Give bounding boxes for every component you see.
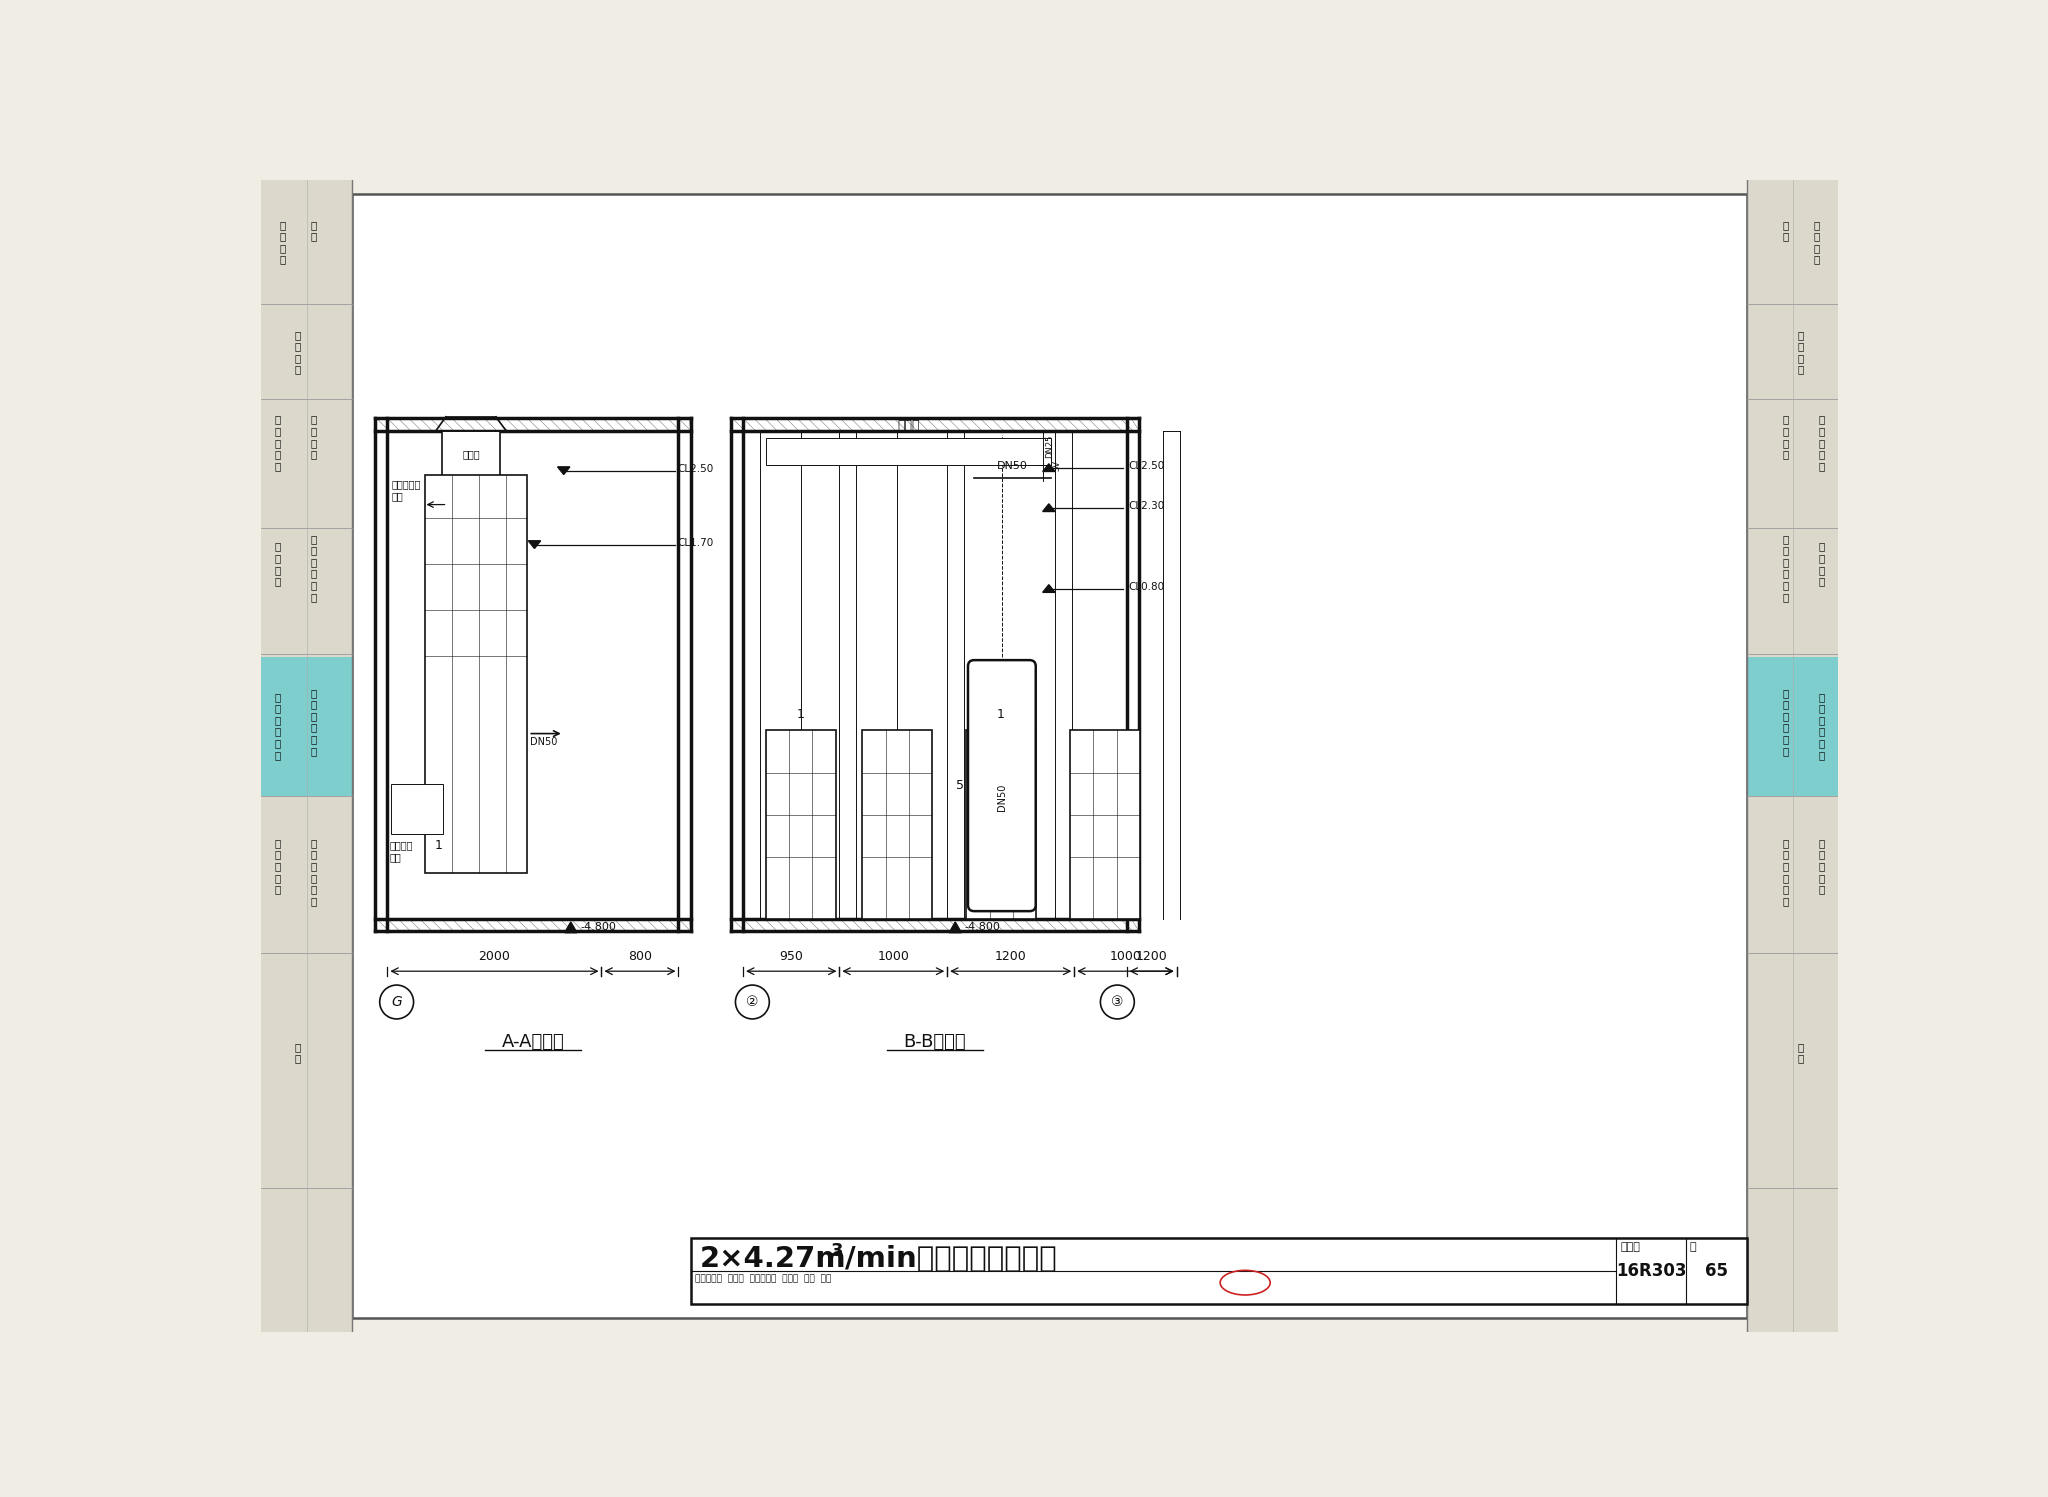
Bar — [262, 180, 352, 1332]
Text: 相
关
术
语: 相 关 术 语 — [1798, 329, 1804, 374]
Text: 2×4.27m: 2×4.27m — [700, 1244, 846, 1272]
Text: DN50: DN50 — [997, 461, 1028, 470]
Text: 医
用
气
体
设
计: 医 用 气 体 设 计 — [311, 838, 317, 906]
Polygon shape — [557, 467, 569, 475]
Bar — [967, 731, 1036, 919]
Bar — [1747, 180, 1839, 1332]
Text: 编
制
说
明: 编 制 说 明 — [281, 220, 287, 265]
Bar — [1071, 731, 1139, 919]
Text: 16R303: 16R303 — [1616, 1262, 1686, 1280]
Circle shape — [379, 985, 414, 1019]
Text: 页: 页 — [1690, 1243, 1696, 1251]
Text: 2000: 2000 — [479, 951, 510, 964]
Text: 未
端
应
用
示
例: 未 端 应 用 示 例 — [274, 692, 281, 759]
Text: 附
录: 附 录 — [1798, 1042, 1804, 1064]
Circle shape — [1100, 985, 1135, 1019]
Text: 3: 3 — [831, 1243, 844, 1260]
Text: 设
计
实
例: 设 计 实 例 — [1819, 542, 1825, 587]
Text: 编
制
说
明: 编 制 说 明 — [1812, 220, 1819, 265]
Text: 与
施
工
说
明: 与 施 工 说 明 — [274, 838, 281, 894]
Bar — [391, 784, 442, 834]
Text: 审核林向阳  井心可  校对袁白姝  鄢小涛  设计  任臻: 审核林向阳 井心可 校对袁白姝 鄢小涛 设计 任臻 — [694, 1274, 831, 1283]
Polygon shape — [948, 922, 961, 933]
Text: 冷却空气
进口: 冷却空气 进口 — [389, 840, 414, 862]
Text: 5: 5 — [956, 778, 965, 792]
Text: 65: 65 — [1704, 1262, 1729, 1280]
Bar — [766, 731, 836, 919]
Text: 医
用
气
体
设
计: 医 用 气 体 设 计 — [1782, 838, 1788, 906]
Bar — [426, 476, 526, 873]
Polygon shape — [528, 540, 541, 548]
Text: SV: SV — [1053, 460, 1061, 472]
Text: 800: 800 — [629, 951, 651, 964]
Text: 医
院
医
用
气
体: 医 院 医 用 气 体 — [1782, 687, 1788, 756]
Text: 1200: 1200 — [995, 951, 1026, 964]
Text: 设
计
技
术: 设 计 技 术 — [311, 415, 317, 460]
Text: 原
则
与
要
点: 原 则 与 要 点 — [1819, 415, 1825, 472]
Text: 医
院
医
用
气
体: 医 院 医 用 气 体 — [311, 687, 317, 756]
Polygon shape — [565, 922, 578, 933]
Text: 1: 1 — [434, 840, 442, 852]
Polygon shape — [1042, 504, 1055, 512]
Text: 排风口: 排风口 — [463, 449, 479, 458]
Text: 与
施
工
说
明: 与 施 工 说 明 — [1819, 838, 1825, 894]
Text: CL1.70: CL1.70 — [678, 537, 715, 548]
Text: 设
计
技
术: 设 计 技 术 — [1782, 415, 1788, 460]
Text: DN25: DN25 — [1044, 434, 1055, 458]
Text: 原
则
与
要
点: 原 则 与 要 点 — [274, 415, 281, 472]
Polygon shape — [1042, 464, 1055, 472]
Text: 干燥机空气
进口: 干燥机空气 进口 — [391, 479, 420, 501]
Bar — [862, 731, 932, 919]
Text: ③: ③ — [1112, 996, 1124, 1009]
FancyBboxPatch shape — [969, 660, 1036, 912]
Text: CL2.50: CL2.50 — [678, 464, 715, 475]
Text: CL2.50: CL2.50 — [1128, 461, 1165, 472]
Bar — [442, 431, 500, 478]
Text: 1: 1 — [997, 708, 1006, 722]
Text: 相
关
术
语: 相 关 术 语 — [295, 329, 301, 374]
Text: G: G — [391, 996, 401, 1009]
Text: 目
录: 目 录 — [311, 220, 317, 241]
Text: 950: 950 — [780, 951, 803, 964]
Text: 1: 1 — [797, 708, 805, 722]
Text: B-B剑面图: B-B剑面图 — [903, 1033, 967, 1051]
Bar — [1747, 657, 1839, 795]
Bar — [690, 1238, 1747, 1304]
Text: 设
计
实
例: 设 计 实 例 — [274, 542, 281, 587]
Text: 排风管: 排风管 — [897, 419, 920, 433]
Text: 附
录: 附 录 — [295, 1042, 301, 1064]
Text: 1000: 1000 — [877, 951, 909, 964]
Text: DN50: DN50 — [530, 738, 557, 747]
Text: 1200: 1200 — [1137, 951, 1167, 964]
Text: /min压缩空气站剖面图: /min压缩空气站剖面图 — [844, 1244, 1057, 1272]
Text: CL2.30: CL2.30 — [1128, 501, 1165, 510]
Text: -4.800: -4.800 — [580, 922, 616, 931]
Bar — [262, 657, 352, 795]
Bar — [352, 193, 1747, 1319]
Text: -4.800: -4.800 — [965, 922, 999, 931]
Text: 医
用
气
体
站
房: 医 用 气 体 站 房 — [311, 534, 317, 602]
Text: 1000: 1000 — [1110, 951, 1141, 964]
Text: CL0.80: CL0.80 — [1128, 582, 1163, 591]
Bar — [766, 439, 1051, 466]
Text: DN50: DN50 — [997, 783, 1008, 811]
Circle shape — [735, 985, 770, 1019]
Text: 目
录: 目 录 — [1782, 220, 1788, 241]
Text: 未
端
应
用
示
例: 未 端 应 用 示 例 — [1819, 692, 1825, 759]
Text: A-A剑面图: A-A剑面图 — [502, 1033, 565, 1051]
Text: 图集号: 图集号 — [1620, 1243, 1640, 1251]
Text: 医
用
气
体
站
房: 医 用 气 体 站 房 — [1782, 534, 1788, 602]
Polygon shape — [1042, 585, 1055, 593]
Text: ②: ② — [745, 996, 758, 1009]
